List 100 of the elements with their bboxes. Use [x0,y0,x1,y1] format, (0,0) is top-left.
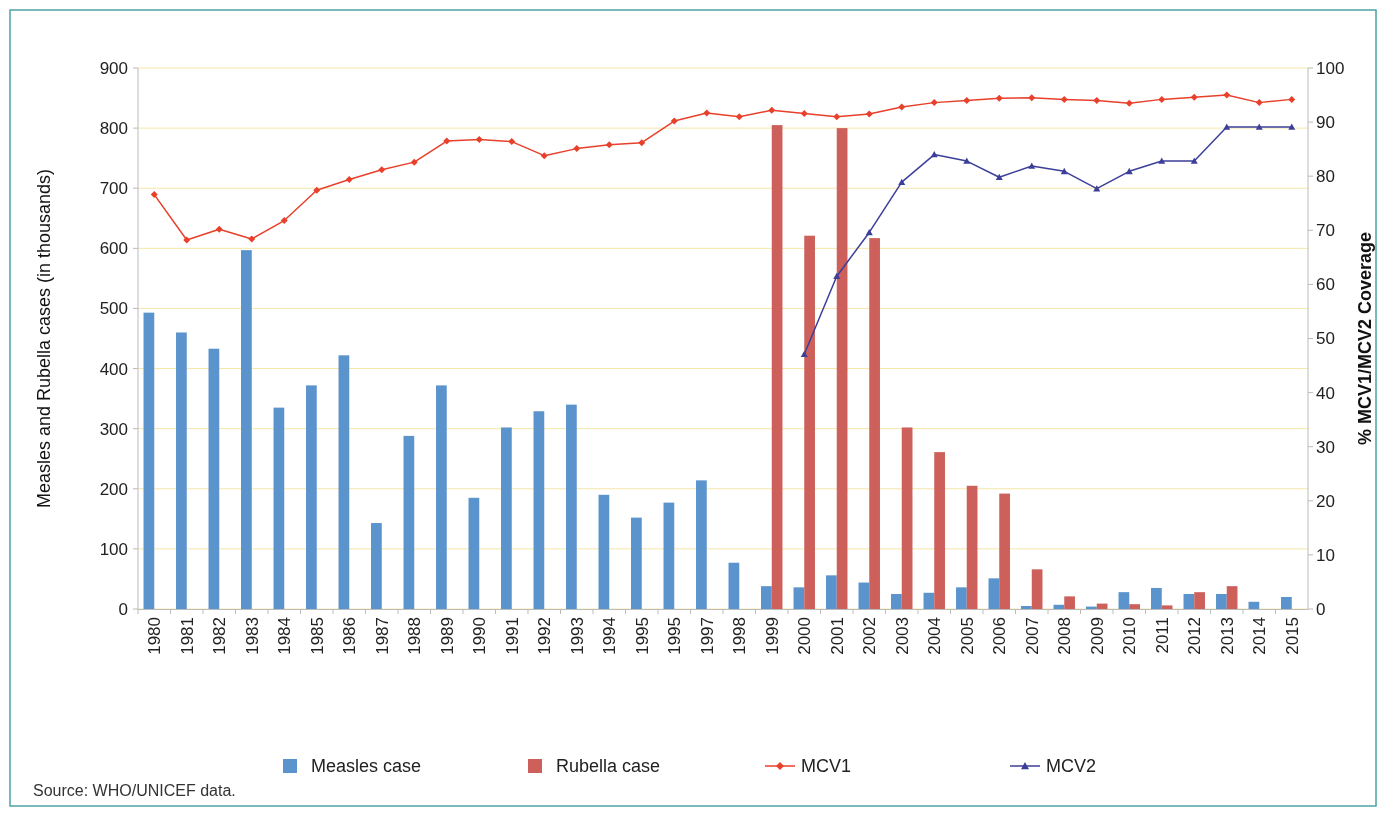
x-tick-label: 1980 [145,617,165,655]
point [1158,95,1166,103]
x-tick-label: 2011 [1152,617,1172,654]
point [833,272,841,280]
point [703,109,711,117]
point [1223,123,1231,130]
bar [1021,605,1032,609]
bar [858,582,870,609]
bar [999,493,1010,609]
y2-tick-label: 10 [1316,545,1335,565]
point [735,113,743,121]
bar [208,348,220,609]
point [150,191,158,199]
x-tick-label: 1993 [567,617,587,655]
legend-label: MCV2 [1046,756,1097,777]
bar [241,250,252,609]
point [833,113,841,121]
bar [273,407,285,609]
bar [631,517,642,609]
x-tick-label: 1986 [340,617,360,655]
point [443,137,451,145]
point [963,96,971,104]
y2-tick-label: 70 [1316,221,1335,241]
bar [696,480,707,609]
y-tick-label: 0 [118,599,128,619]
bar [468,497,480,609]
x-tick-label: 1989 [437,617,457,655]
bar [956,587,967,609]
legend-label: Rubella case [556,756,661,777]
x-tick-label: 2007 [1022,617,1042,655]
y-tick-label: 500 [99,299,128,319]
point [865,110,873,118]
point [1223,91,1231,99]
bar [1118,592,1130,609]
point [1190,157,1198,164]
x-tick-label: 2002 [860,617,880,655]
bar [1151,587,1162,609]
y-tick-label: 400 [99,359,128,379]
bar [1129,604,1140,609]
x-tick-label: 1997 [697,617,717,655]
point [930,99,938,107]
point [605,141,613,149]
x-tick-label: 2006 [990,617,1010,655]
x-tick-label: 2014 [1250,617,1270,655]
point [1028,162,1036,169]
point [1093,96,1101,104]
bar [793,587,805,609]
x-tick-label: 1990 [470,617,490,655]
bar [371,523,382,609]
x-tick-label: 1985 [307,617,327,655]
point [1190,93,1198,101]
point [995,94,1003,102]
bar [934,452,945,609]
y2-tick-label: 0 [1316,599,1326,619]
y2-tick-label: 30 [1316,437,1335,457]
y-tick-label: 600 [99,239,128,259]
y2-tick-label: 60 [1316,275,1335,295]
x-tick-label: 1998 [730,617,750,655]
x-tick-label: 2010 [1120,617,1140,655]
point [215,225,223,233]
point [638,139,646,147]
bar [501,427,512,609]
x-tick-label: 1981 [177,617,197,655]
point [898,178,906,185]
legend-label: MCV1 [801,756,852,777]
point [540,152,548,160]
point [1028,94,1036,102]
point [800,109,808,117]
point [1288,95,1296,103]
bar [966,485,978,609]
bar [761,586,772,609]
bar [176,332,187,609]
y2-tick-label: 90 [1316,113,1335,133]
point [800,350,808,357]
x-tick-label: 2005 [957,617,977,655]
y-tick-label: 300 [99,419,128,439]
x-tick-label: 2009 [1087,617,1107,655]
y2-axis-title: % MCV1/MCV2 Coverage [1354,231,1375,446]
x-tick-label: 1994 [600,617,620,655]
point [1060,95,1068,103]
point [1255,123,1263,130]
bar [1216,593,1227,609]
bar [663,502,675,609]
x-tick-label: 1982 [210,617,230,655]
point [248,235,256,243]
x-tick-label: 2000 [795,617,815,655]
bar [771,125,783,609]
bar [728,562,740,609]
x-tick-label: 2012 [1185,617,1205,655]
x-tick-label: 1984 [275,617,295,655]
point [768,106,776,114]
x-tick-label: 2004 [925,617,945,655]
bar [923,592,935,609]
y-tick-label: 800 [99,119,128,139]
x-tick-label: 1983 [242,617,262,655]
point [1255,99,1263,107]
bar [891,593,902,609]
point [378,166,386,174]
x-tick-label: 1999 [762,617,782,655]
bar [533,411,545,609]
